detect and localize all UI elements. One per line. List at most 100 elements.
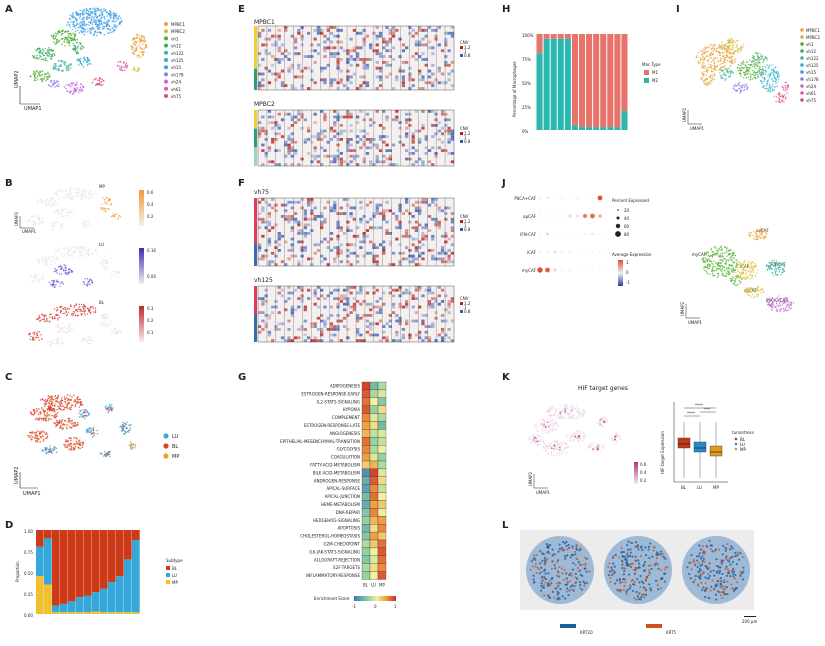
i-legend-label-4: vh122 <box>806 56 819 61</box>
g-col-1: LU <box>371 583 376 588</box>
g-cell-16-1 <box>369 508 379 517</box>
b-title-bl: BL <box>99 300 105 305</box>
panel-d-proportion-chart: Proportion 1.000.750.500.250.00 Subtype … <box>15 529 183 618</box>
h-bar-m2-7 <box>586 127 593 130</box>
i-legend-label-5: vh125 <box>806 63 819 68</box>
d-bar-lu-3 <box>60 603 68 613</box>
i-legend-dot-7 <box>800 77 804 81</box>
j-size-legend: 20 40 60 80 <box>615 208 630 237</box>
e-hm1-side-2 <box>254 68 257 90</box>
j-ct1: 0 <box>626 270 629 275</box>
g-label-18: APOPTOSIS <box>337 526 360 531</box>
g-cell-3-0 <box>361 405 371 414</box>
b-cluster-0-0 <box>53 187 98 201</box>
j-dot-2-5 <box>576 233 579 235</box>
d-bar-lu-9 <box>108 582 116 613</box>
a-cluster-0 <box>66 7 123 37</box>
k-cluster-5 <box>611 432 622 444</box>
d-bar-mp-12 <box>132 612 140 614</box>
a-cluster-5 <box>29 69 51 83</box>
e-leg2-t0: 1.2 <box>464 131 471 136</box>
i-legend-label-1: MPBC2 <box>806 35 820 40</box>
e-title-2: MPBC2 <box>254 101 275 108</box>
h-bar-m1-8 <box>593 34 600 128</box>
d-bar-lu-7 <box>92 592 100 612</box>
b-title-lu: LU <box>99 242 104 247</box>
b-mp-t1: 0.4 <box>147 202 154 207</box>
d-ytick-1: 0.75 <box>24 550 33 555</box>
g-cell-7-0 <box>361 437 371 446</box>
g-label-6: ANGIOGENESIS <box>329 431 360 436</box>
c-mix-1 <box>38 410 51 418</box>
e-heatmap <box>254 25 455 167</box>
h-bar-m1-1 <box>543 34 550 39</box>
a-legend-label-8: vh24 <box>171 80 181 85</box>
e-leg1-t2: 0.8 <box>464 53 471 58</box>
g-cell-3-1 <box>369 405 379 414</box>
b-cluster-2-4 <box>48 337 64 347</box>
g-cell-2-1 <box>369 397 379 406</box>
d-bar-bl-4 <box>68 530 76 602</box>
b-title-mp: MP <box>99 184 105 189</box>
h-legend-swatch-1 <box>644 78 649 83</box>
j-dot-4-1 <box>545 267 550 273</box>
i2-cluster-1 <box>701 245 738 278</box>
l-legend-label-0: KRT20 <box>580 630 593 635</box>
g-cell-17-1 <box>369 516 379 525</box>
i-legend-dot-10 <box>800 98 804 102</box>
g-cell-2-0 <box>361 397 371 406</box>
c-cluster-3 <box>27 430 49 443</box>
j-dot-0-4 <box>569 197 571 199</box>
g-label-3: HYPOXIA <box>343 407 361 412</box>
g-label-16: DNA-REPAIR <box>336 510 361 515</box>
h-bar-m1-11 <box>614 34 621 128</box>
d-bar-mp-9 <box>108 612 116 614</box>
b-bl-t0: 0.3 <box>147 306 154 311</box>
panel-i-umap: UMAP2 UMAP1 MPBC1 MPBC2 vh1 vh12 vh122 vh125 v… <box>682 28 820 131</box>
g-cell-6-2 <box>377 429 387 438</box>
j-dot-4-3 <box>561 268 564 272</box>
panel-label-i: I <box>676 4 680 15</box>
a-legend-dot-2 <box>164 36 168 41</box>
g-label-2: IL2-STAT5-SIGNALING <box>317 399 360 404</box>
umap-c-y: UMAP2 <box>14 466 20 484</box>
k-legend-dot-1 <box>734 442 738 446</box>
h-bar-m2-8 <box>593 127 600 130</box>
d-bar-bl-12 <box>132 530 140 541</box>
g-cell-11-0 <box>361 468 371 477</box>
g-label-13: APICAL-SURFACE <box>326 486 360 491</box>
i-legend-dot-0 <box>800 28 804 32</box>
b-cluster-2-1 <box>35 313 61 323</box>
f-heatmap <box>254 197 455 343</box>
d-legend-label-2: MP <box>172 580 178 585</box>
g-cell-18-1 <box>369 524 379 533</box>
g-scale-bar <box>354 596 396 601</box>
c-cluster-2 <box>53 417 79 430</box>
g-cell-13-0 <box>361 484 371 493</box>
j-dot-1-2 <box>554 215 556 217</box>
g-label-9: COAGULATION <box>331 455 360 460</box>
b-cluster-1-0 <box>54 245 98 258</box>
g-label-17: HEDGEHOG-SIGNALING <box>313 518 360 523</box>
panel-a-umap: UMAP2 UMAP1 MPBC1 MPBC2 vh1 vh12 vh122 vh125 v… <box>14 7 185 112</box>
g-cell-2-2 <box>377 397 387 406</box>
d-bar-bl-8 <box>100 530 108 589</box>
c-cluster-8 <box>119 421 132 435</box>
i-cluster-6 <box>719 67 735 81</box>
f-leg2-t0: 1.2 <box>464 301 471 306</box>
h-bar-m1-4 <box>564 34 571 39</box>
b-cluster-0-6 <box>110 213 122 220</box>
a-legend-label-4: vh122 <box>171 51 184 56</box>
c-cluster-11 <box>78 408 91 420</box>
k-hot-4 <box>599 418 606 425</box>
j-dot-1-7 <box>590 213 595 219</box>
c-mix-10 <box>104 451 110 457</box>
l-core-0 <box>526 536 594 604</box>
h-legend-title: Mac Type <box>642 62 661 67</box>
a-legend-dot-0 <box>164 22 168 26</box>
legend-d: BL LU MP <box>166 566 178 585</box>
c-cluster-7 <box>104 403 115 414</box>
i2-cluster-5 <box>766 295 795 313</box>
g-cell-12-1 <box>369 476 379 485</box>
umap-a-y: UMAP2 <box>14 70 20 88</box>
